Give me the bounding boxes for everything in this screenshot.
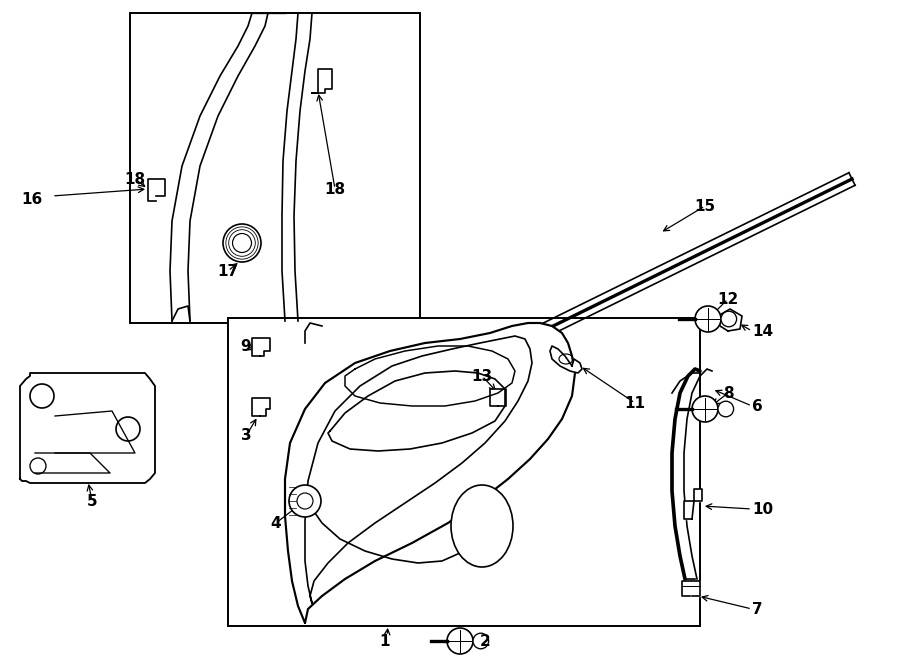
Circle shape — [447, 628, 473, 654]
Circle shape — [718, 401, 734, 417]
Circle shape — [223, 224, 261, 262]
Circle shape — [473, 633, 489, 649]
Text: 5: 5 — [86, 494, 97, 508]
Polygon shape — [684, 489, 702, 519]
Circle shape — [721, 311, 736, 327]
Text: 16: 16 — [22, 192, 42, 206]
Text: 17: 17 — [218, 264, 238, 278]
Text: 18: 18 — [124, 171, 146, 186]
Polygon shape — [148, 179, 165, 201]
Polygon shape — [550, 346, 582, 373]
Text: 15: 15 — [695, 198, 716, 214]
Circle shape — [692, 396, 718, 422]
Ellipse shape — [451, 485, 513, 567]
Polygon shape — [35, 453, 110, 473]
Text: 14: 14 — [752, 323, 773, 338]
Text: 2: 2 — [480, 633, 491, 648]
Circle shape — [695, 306, 721, 332]
Circle shape — [289, 485, 321, 517]
Text: 4: 4 — [271, 516, 282, 531]
Bar — [228, 318, 700, 626]
Text: 11: 11 — [625, 395, 645, 410]
Text: 10: 10 — [752, 502, 773, 516]
Polygon shape — [682, 581, 700, 596]
Polygon shape — [252, 398, 270, 416]
Polygon shape — [312, 69, 332, 93]
Text: 6: 6 — [752, 399, 763, 414]
Text: 7: 7 — [752, 602, 762, 617]
Polygon shape — [252, 338, 270, 356]
Bar — [130, 13, 420, 323]
Text: 12: 12 — [717, 292, 739, 307]
Text: 1: 1 — [380, 633, 391, 648]
Polygon shape — [20, 373, 155, 483]
Text: 8: 8 — [723, 385, 734, 401]
Text: 3: 3 — [240, 428, 251, 444]
Polygon shape — [285, 323, 575, 623]
Text: 18: 18 — [324, 182, 346, 196]
Polygon shape — [55, 411, 135, 453]
Text: 9: 9 — [240, 338, 251, 354]
Polygon shape — [490, 389, 506, 406]
Text: 13: 13 — [472, 368, 492, 383]
Polygon shape — [718, 309, 742, 331]
